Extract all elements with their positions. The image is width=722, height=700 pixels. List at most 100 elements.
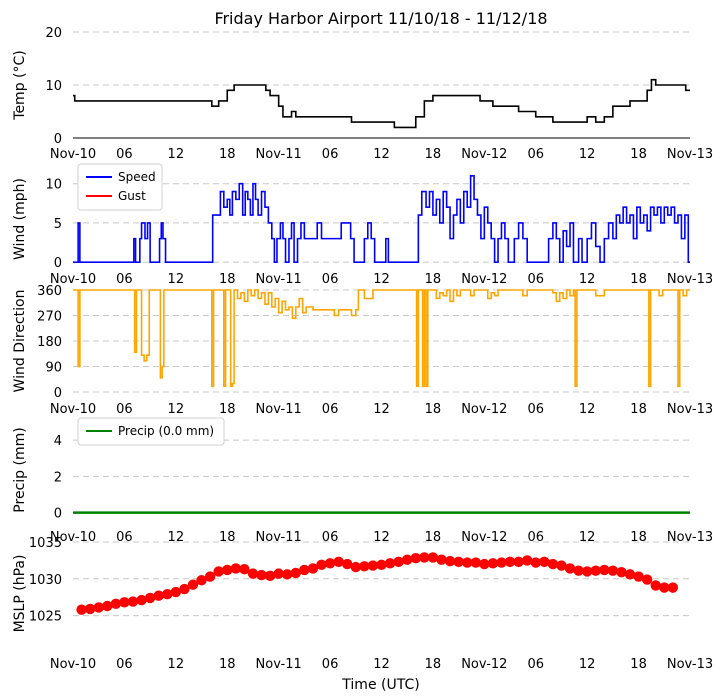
x-tick-label: 06 (527, 272, 544, 287)
data-point (616, 566, 627, 578)
y-tick-label: 360 (37, 284, 62, 299)
x-tick-label: 12 (579, 147, 596, 162)
x-tick-label: 12 (579, 272, 596, 287)
x-tick-label: Nov-11 (256, 147, 302, 162)
data-point (633, 571, 644, 582)
x-tick-label: Nov-12 (461, 530, 507, 545)
y-tick-label: 1030 (29, 573, 62, 588)
data-point (539, 556, 550, 568)
y-tick-label: 90 (45, 361, 62, 376)
y-tick-label: 0 (54, 507, 62, 522)
series-line (73, 78, 690, 129)
series-line (73, 289, 690, 388)
data-point (350, 561, 361, 573)
x-tick-label: 18 (630, 657, 647, 672)
data-point (213, 566, 224, 577)
data-point (547, 558, 559, 570)
x-tick-label: Nov-13 (667, 530, 713, 545)
data-point (247, 568, 259, 579)
x-tick-label: 12 (168, 147, 185, 162)
y-tick-label: 10 (45, 178, 62, 193)
panel-dir: 0 90 180 270 360 Nov-10 06 12 18 Nov-11 06 12 18 Nov-… (12, 284, 713, 417)
data-point (556, 560, 567, 571)
x-tick-label: 18 (425, 530, 442, 545)
x-tick-label: 18 (630, 272, 647, 287)
x-tick-label: 06 (322, 530, 339, 545)
y-tick-label: 20 (45, 26, 62, 41)
x-tick-label: 18 (425, 657, 442, 672)
panel-temp: 0 10 20 Nov-10 06 12 18 Nov-11 06 12 18 Nov-12 06 12 1… (12, 26, 713, 162)
panel-mslp: 1025 1030 1035 Nov-10 06 12 18 Nov-11 06 12 18 Nov-… (12, 536, 713, 672)
data-point (410, 552, 421, 564)
x-tick-label: Nov-10 (50, 147, 96, 162)
data-point (530, 557, 541, 568)
data-point (581, 566, 593, 577)
x-tick-label: 06 (322, 147, 339, 162)
x-tick-label: 18 (425, 147, 442, 162)
x-tick-label: Nov-12 (461, 657, 507, 672)
data-point (256, 569, 267, 581)
data-point (659, 582, 670, 593)
x-tick-label: 06 (116, 530, 133, 545)
data-point (127, 596, 139, 607)
x-tick-label: 06 (527, 657, 544, 672)
data-point (230, 563, 242, 574)
data-point (521, 555, 533, 566)
data-point (153, 590, 164, 601)
data-point (299, 564, 310, 576)
data-point (376, 559, 387, 571)
x-tick-label: 06 (322, 272, 339, 287)
data-point (76, 604, 87, 615)
x-tick-label: Nov-11 (256, 272, 302, 287)
x-tick-label: 12 (168, 530, 185, 545)
x-tick-label: 06 (527, 530, 544, 545)
data-point (264, 570, 276, 582)
x-tick-label: 12 (579, 402, 596, 417)
data-point (487, 558, 499, 569)
x-tick-label: Nov-10 (50, 402, 96, 417)
data-point (170, 586, 182, 598)
data-point (136, 594, 147, 606)
data-point (444, 555, 456, 567)
x-tick-label: 12 (168, 402, 185, 417)
data-point (84, 603, 96, 615)
chart-title: Friday Harbor Airport 11/10/18 - 11/12/1… (214, 9, 547, 28)
y-axis-label: Wind (mph) (12, 178, 28, 260)
y-tick-label: 2 (54, 470, 62, 485)
y-axis-label: Wind Direction (12, 290, 28, 393)
data-point (393, 556, 404, 568)
data-point (290, 567, 302, 579)
x-tick-label: Nov-11 (256, 530, 302, 545)
data-point (496, 557, 507, 568)
x-tick-label: 12 (168, 657, 185, 672)
y-tick-label: 0 (54, 256, 62, 271)
x-tick-label: 18 (425, 402, 442, 417)
data-point (624, 569, 636, 580)
y-tick-label: 0 (54, 132, 62, 147)
x-tick-label: Nov-10 (50, 272, 96, 287)
x-tick-label: 12 (579, 657, 596, 672)
y-tick-label: 1035 (29, 536, 62, 551)
x-tick-label: 18 (630, 402, 647, 417)
x-tick-label: 18 (425, 272, 442, 287)
data-point (110, 598, 122, 609)
x-tick-label: 12 (373, 272, 390, 287)
data-point (187, 579, 199, 590)
x-tick-label: Nov-10 (50, 530, 96, 545)
data-point (204, 571, 216, 582)
data-point (333, 556, 344, 568)
data-point (479, 558, 490, 570)
data-point (573, 565, 584, 576)
data-point (402, 554, 413, 565)
data-point (324, 558, 336, 569)
data-point (119, 597, 130, 608)
y-tick-label: 5 (54, 217, 62, 232)
x-tick-label: 18 (219, 272, 236, 287)
legend-box (77, 417, 225, 446)
data-point (179, 583, 190, 595)
x-tick-label: 18 (630, 147, 647, 162)
x-tick-label: 06 (322, 657, 339, 672)
data-point (367, 560, 379, 571)
x-tick-label: 06 (116, 657, 133, 672)
x-tick-label: Nov-12 (461, 147, 507, 162)
